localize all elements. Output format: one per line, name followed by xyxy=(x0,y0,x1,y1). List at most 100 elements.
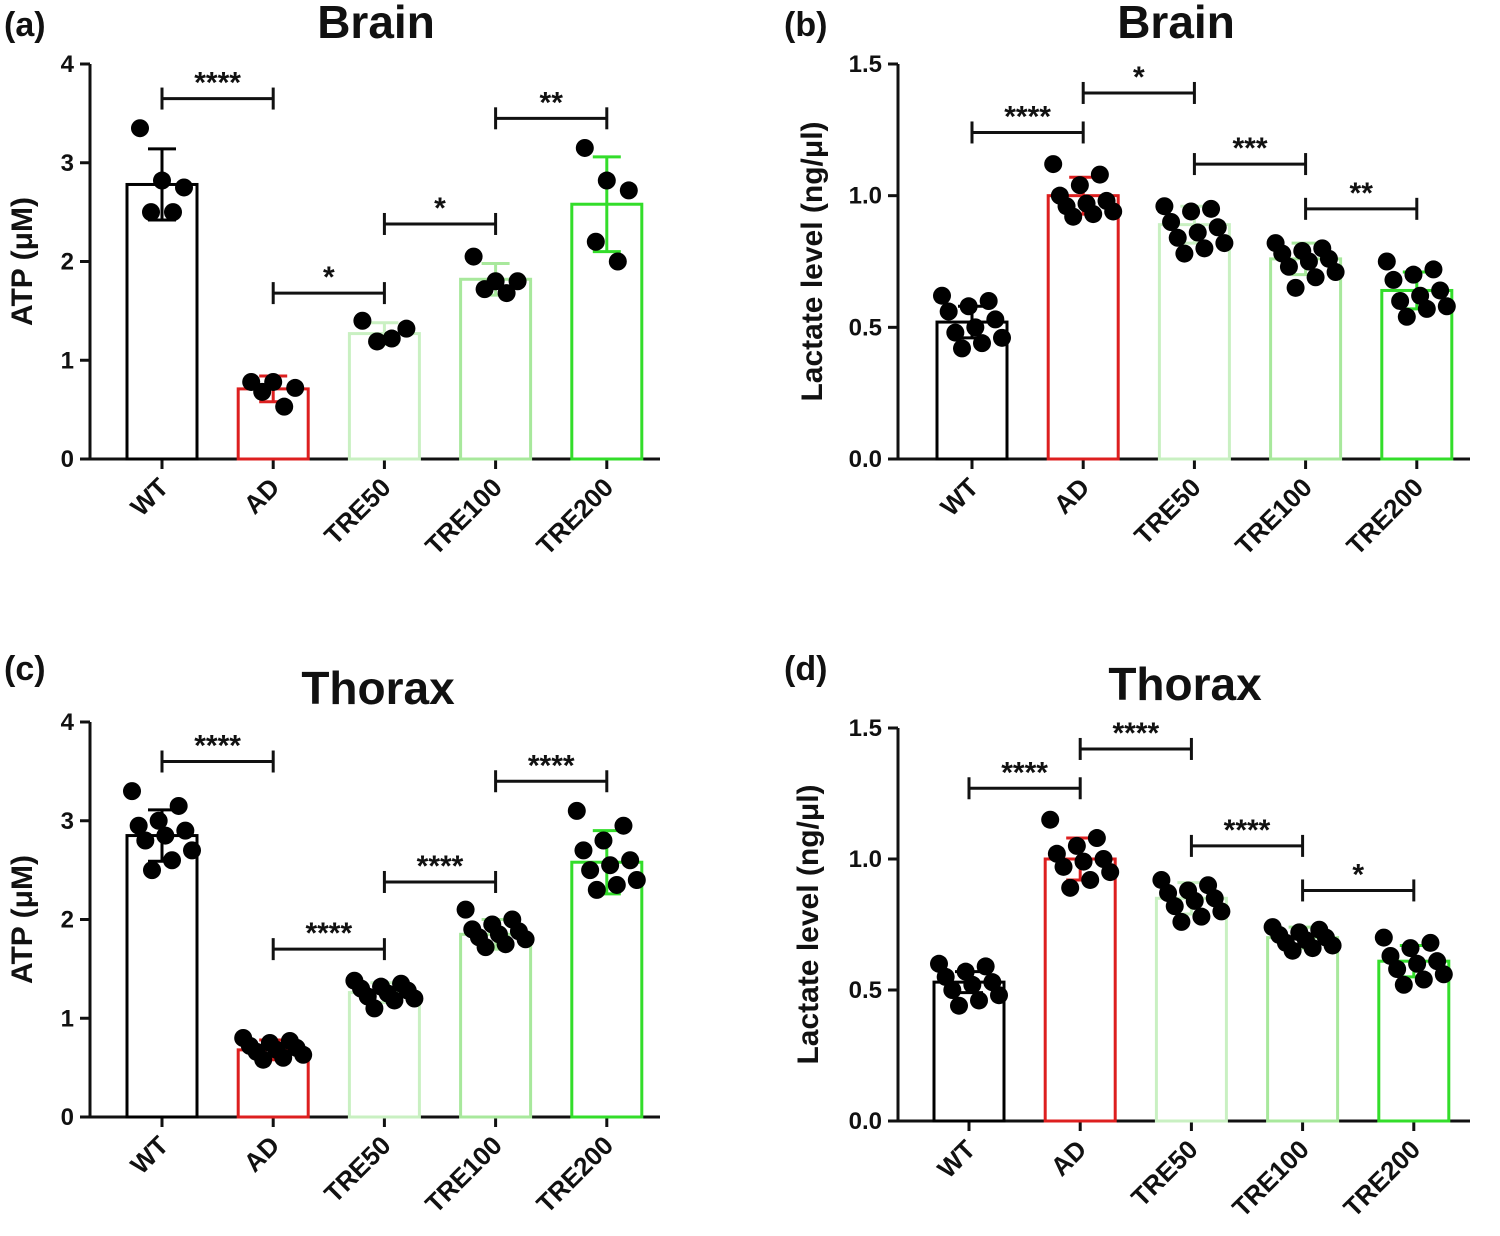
data-point xyxy=(149,811,168,830)
panel-d-lactate-thorax: (d) Thorax 0.0 0.5 1.0 1.5 Lactate level (ng… xyxy=(784,650,1470,1223)
x-tick-label: TRE200 xyxy=(530,472,619,561)
y-axis-label: Lactate level (ng/μl) xyxy=(796,121,829,401)
data-point xyxy=(1084,205,1103,224)
significance-label: ** xyxy=(540,86,564,119)
y-tick-label: 1 xyxy=(61,1005,74,1032)
y-tick-label: 0.0 xyxy=(849,1108,882,1135)
x-tick-label: WT xyxy=(934,472,984,522)
data-point xyxy=(1215,234,1234,253)
data-point xyxy=(382,329,401,348)
data-point xyxy=(1326,263,1345,282)
x-tick-label: AD xyxy=(1045,1134,1093,1182)
data-point xyxy=(567,801,586,820)
panel-b-lactate-brain: (b) Brain 0.0 0.5 1.0 1.5 Lactate level (ng/… xyxy=(784,0,1470,561)
data-point xyxy=(608,252,627,271)
data-point xyxy=(365,999,384,1018)
data-point xyxy=(1306,268,1325,287)
significance-label: * xyxy=(434,192,446,225)
data-point xyxy=(1394,975,1413,994)
x-tick-label: TRE200 xyxy=(530,1130,619,1219)
y-axis-label: ATP (μM) xyxy=(6,197,39,326)
data-point xyxy=(973,334,991,353)
y-tick-label: 1.0 xyxy=(849,183,882,210)
data-point xyxy=(275,397,294,416)
data-point xyxy=(175,178,193,197)
data-point xyxy=(1155,197,1174,216)
data-point xyxy=(621,851,640,870)
data-point xyxy=(353,311,372,330)
data-point xyxy=(1391,292,1410,310)
data-point xyxy=(496,935,515,954)
data-point xyxy=(1283,941,1302,960)
chart-title: Thorax xyxy=(301,662,455,714)
chart-title: Thorax xyxy=(1108,658,1262,710)
significance-label: ** xyxy=(1350,177,1374,210)
x-tick-label: WT xyxy=(931,1134,981,1184)
data-point xyxy=(1388,960,1407,979)
bar-ad xyxy=(1043,857,1117,1123)
x-tick-label: WT xyxy=(124,1130,174,1180)
data-point xyxy=(933,286,951,305)
data-point xyxy=(1101,863,1120,882)
x-tick-label: TRE100 xyxy=(1229,472,1318,561)
data-point xyxy=(286,378,305,397)
y-tick-label: 2 xyxy=(61,249,74,276)
data-point xyxy=(939,302,958,321)
y-tick-label: 0 xyxy=(61,446,74,473)
data-point xyxy=(1195,239,1214,258)
data-point xyxy=(508,272,527,291)
significance-label: **** xyxy=(1001,756,1048,789)
data-point xyxy=(368,332,387,351)
data-point xyxy=(979,292,998,310)
bar-wt xyxy=(125,834,199,1119)
data-point xyxy=(627,871,646,889)
data-point xyxy=(614,816,633,835)
data-point xyxy=(164,203,182,222)
significance-label: **** xyxy=(194,67,241,100)
bar-tre200 xyxy=(570,860,644,1119)
significance-label: **** xyxy=(1224,814,1271,847)
data-point xyxy=(953,339,971,358)
data-point xyxy=(156,826,175,845)
data-point xyxy=(1212,902,1231,921)
data-point xyxy=(1286,278,1305,297)
data-point xyxy=(1067,836,1086,855)
data-point xyxy=(176,821,195,840)
data-point xyxy=(1087,829,1106,848)
data-point xyxy=(153,171,171,190)
data-point xyxy=(183,841,201,860)
data-point xyxy=(1165,897,1184,916)
chart-title: Brain xyxy=(1117,0,1235,48)
significance-label: * xyxy=(1352,858,1364,891)
data-point xyxy=(516,930,535,949)
y-tick-label: 1.0 xyxy=(849,846,882,873)
significance-label: * xyxy=(1133,61,1145,94)
bar-tre50 xyxy=(1154,896,1228,1123)
bar-tre200 xyxy=(1380,288,1454,461)
data-point xyxy=(1404,265,1423,284)
data-point xyxy=(1303,939,1322,958)
significance-label: **** xyxy=(194,730,241,763)
data-point xyxy=(986,310,1005,329)
y-tick-label: 1.5 xyxy=(849,715,882,742)
data-point xyxy=(1172,912,1191,931)
data-point xyxy=(1323,936,1342,955)
x-tick-label: AD xyxy=(238,1130,286,1178)
significance-label: **** xyxy=(1112,717,1159,750)
y-tick-label: 4 xyxy=(61,709,75,736)
bar-wt xyxy=(125,182,199,461)
data-point xyxy=(253,382,272,401)
bar-tre100 xyxy=(459,932,533,1119)
data-point xyxy=(1417,299,1436,318)
x-tick-label: TRE50 xyxy=(1125,1134,1203,1212)
data-point xyxy=(574,841,593,860)
data-point xyxy=(976,957,995,976)
data-point xyxy=(601,856,620,875)
x-tick-label: TRE200 xyxy=(1337,1134,1426,1223)
panel-label: (b) xyxy=(784,6,827,44)
y-axis-label: ATP (μM) xyxy=(6,855,39,984)
data-point xyxy=(1074,852,1093,871)
data-point xyxy=(163,851,181,870)
y-tick-label: 1.5 xyxy=(849,51,882,78)
significance-label: **** xyxy=(1004,100,1051,133)
